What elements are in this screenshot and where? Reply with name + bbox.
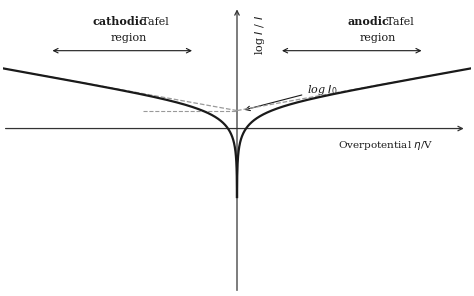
Text: anodic: anodic: [347, 16, 389, 27]
Text: Tafel: Tafel: [383, 17, 414, 27]
Text: region: region: [359, 33, 396, 43]
Text: region: region: [111, 33, 147, 43]
Text: Tafel: Tafel: [138, 17, 169, 27]
Text: cathodic: cathodic: [93, 16, 147, 27]
Text: log $I$ / $I$: log $I$ / $I$: [254, 15, 267, 55]
Text: log $I_0$: log $I_0$: [246, 83, 338, 111]
Text: Overpotential $\eta$/V: Overpotential $\eta$/V: [338, 139, 434, 152]
